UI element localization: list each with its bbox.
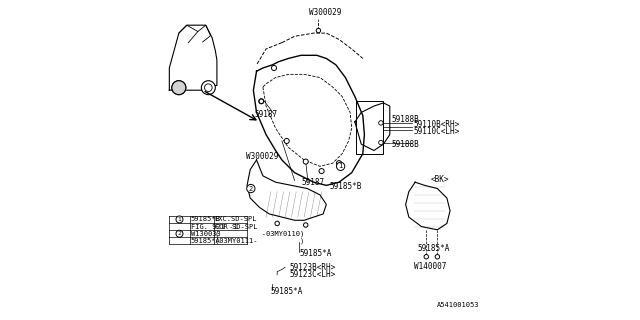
Circle shape [337, 162, 345, 171]
Circle shape [379, 140, 383, 145]
Circle shape [275, 221, 280, 226]
Text: 59123B<RH>: 59123B<RH> [289, 263, 335, 272]
Circle shape [303, 223, 308, 227]
Circle shape [271, 66, 276, 70]
Text: 59123C<LH>: 59123C<LH> [289, 270, 335, 279]
Circle shape [172, 81, 186, 95]
Circle shape [247, 184, 255, 193]
Circle shape [176, 230, 183, 237]
Text: 59110C<LH>: 59110C<LH> [413, 127, 460, 136]
Text: 59188B: 59188B [392, 140, 419, 149]
Text: W300029: W300029 [309, 8, 341, 17]
Text: 59110B<RH>: 59110B<RH> [413, 120, 460, 129]
Text: 59185*A: 59185*A [418, 244, 450, 253]
Circle shape [379, 121, 383, 125]
Circle shape [202, 81, 215, 95]
Circle shape [176, 216, 183, 223]
Circle shape [424, 254, 429, 259]
Text: 59185*A: 59185*A [271, 287, 303, 296]
Text: W140007: W140007 [413, 262, 446, 271]
Circle shape [316, 28, 321, 33]
Circle shape [205, 84, 212, 92]
Text: 59185*A: 59185*A [300, 249, 332, 258]
Text: 2: 2 [177, 231, 181, 236]
Circle shape [172, 81, 186, 95]
Circle shape [303, 159, 308, 164]
Text: 1: 1 [177, 217, 181, 222]
Circle shape [175, 84, 182, 92]
Text: 59185*B: 59185*B [191, 216, 221, 222]
Text: (03MY0111-          ): (03MY0111- ) [214, 238, 304, 244]
Text: (          -03MY0110): ( -03MY0110) [214, 230, 304, 237]
Circle shape [284, 139, 289, 143]
Text: 59187: 59187 [255, 109, 278, 118]
Text: A541001053: A541001053 [437, 301, 480, 308]
Text: W300029: W300029 [246, 152, 279, 161]
Text: 59188B: 59188B [392, 115, 419, 124]
Text: FIG. 921 -1: FIG. 921 -1 [191, 224, 237, 229]
Text: FOR SD-SPL: FOR SD-SPL [214, 224, 257, 229]
Circle shape [319, 169, 324, 174]
Circle shape [337, 161, 342, 166]
Text: 2: 2 [249, 186, 253, 192]
Circle shape [435, 254, 440, 259]
Text: 1: 1 [339, 163, 343, 169]
Text: <BK>: <BK> [430, 174, 449, 184]
Text: 59185*A: 59185*A [191, 238, 221, 244]
Text: W130033: W130033 [191, 231, 221, 237]
Text: EXC.SD-SPL: EXC.SD-SPL [214, 216, 257, 222]
Circle shape [259, 99, 264, 104]
Text: 59185*B: 59185*B [330, 182, 362, 191]
Circle shape [259, 99, 264, 104]
Text: 59187: 59187 [301, 178, 324, 187]
